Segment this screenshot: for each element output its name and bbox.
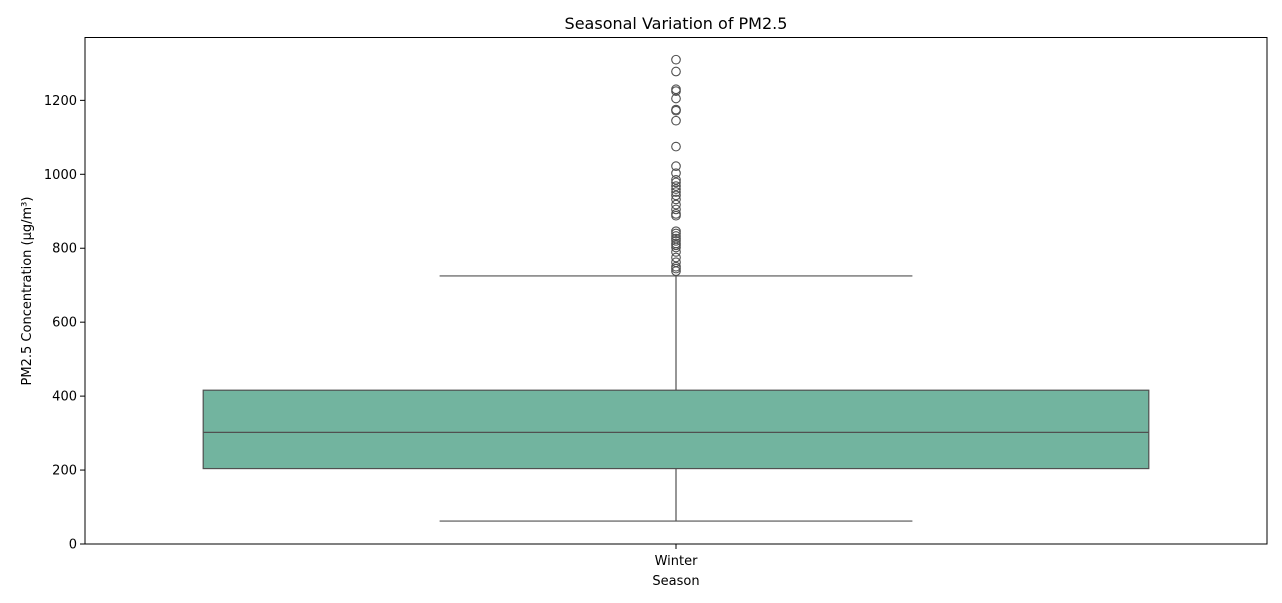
chart-title: Seasonal Variation of PM2.5 (565, 14, 788, 33)
outlier-point (671, 104, 681, 115)
outlier-point (671, 252, 681, 263)
box-iqr (202, 389, 1150, 470)
y-tick-label: 0 (69, 538, 77, 553)
outlier-point (671, 184, 681, 194)
y-tick-label: 200 (52, 464, 77, 479)
outlier-point (671, 84, 681, 95)
outlier-point (671, 204, 681, 215)
outlier-point (671, 66, 681, 77)
outlier-point (671, 93, 681, 104)
outlier-point (671, 199, 681, 210)
outlier-point (671, 231, 681, 241)
outlier-point (671, 257, 681, 268)
outlier-point (671, 190, 681, 201)
y-tick-label: 600 (52, 316, 77, 331)
y-tick-label: 1200 (44, 94, 77, 109)
outlier-point (671, 54, 681, 65)
outlier-point (671, 174, 681, 185)
x-tick-label: Winter (655, 554, 699, 569)
outlier-point (671, 161, 681, 172)
plot-frame (84, 37, 1268, 545)
outlier-point (671, 181, 681, 191)
y-tick-label: 1000 (44, 168, 77, 183)
outlier-point (671, 194, 681, 205)
outlier-point (671, 209, 681, 219)
outlier-point (671, 226, 681, 237)
axis-ticks: 0 200 400 600 800 1000 1200 Winter (44, 94, 698, 569)
plot-area (202, 54, 1150, 522)
outlier-point (671, 141, 681, 152)
outlier-point (671, 187, 681, 197)
y-axis-label: PM2.5 Concentration (µg/m³) (20, 197, 35, 386)
y-tick-label: 800 (52, 242, 77, 257)
outlier-point (671, 261, 681, 272)
outlier-point (671, 238, 681, 249)
outlier-point (671, 233, 681, 244)
outlier-point (671, 168, 681, 179)
outlier-point (671, 115, 681, 126)
y-tick-label: 400 (52, 390, 77, 405)
x-axis-label: Season (652, 574, 699, 589)
outlier-point (671, 177, 681, 188)
